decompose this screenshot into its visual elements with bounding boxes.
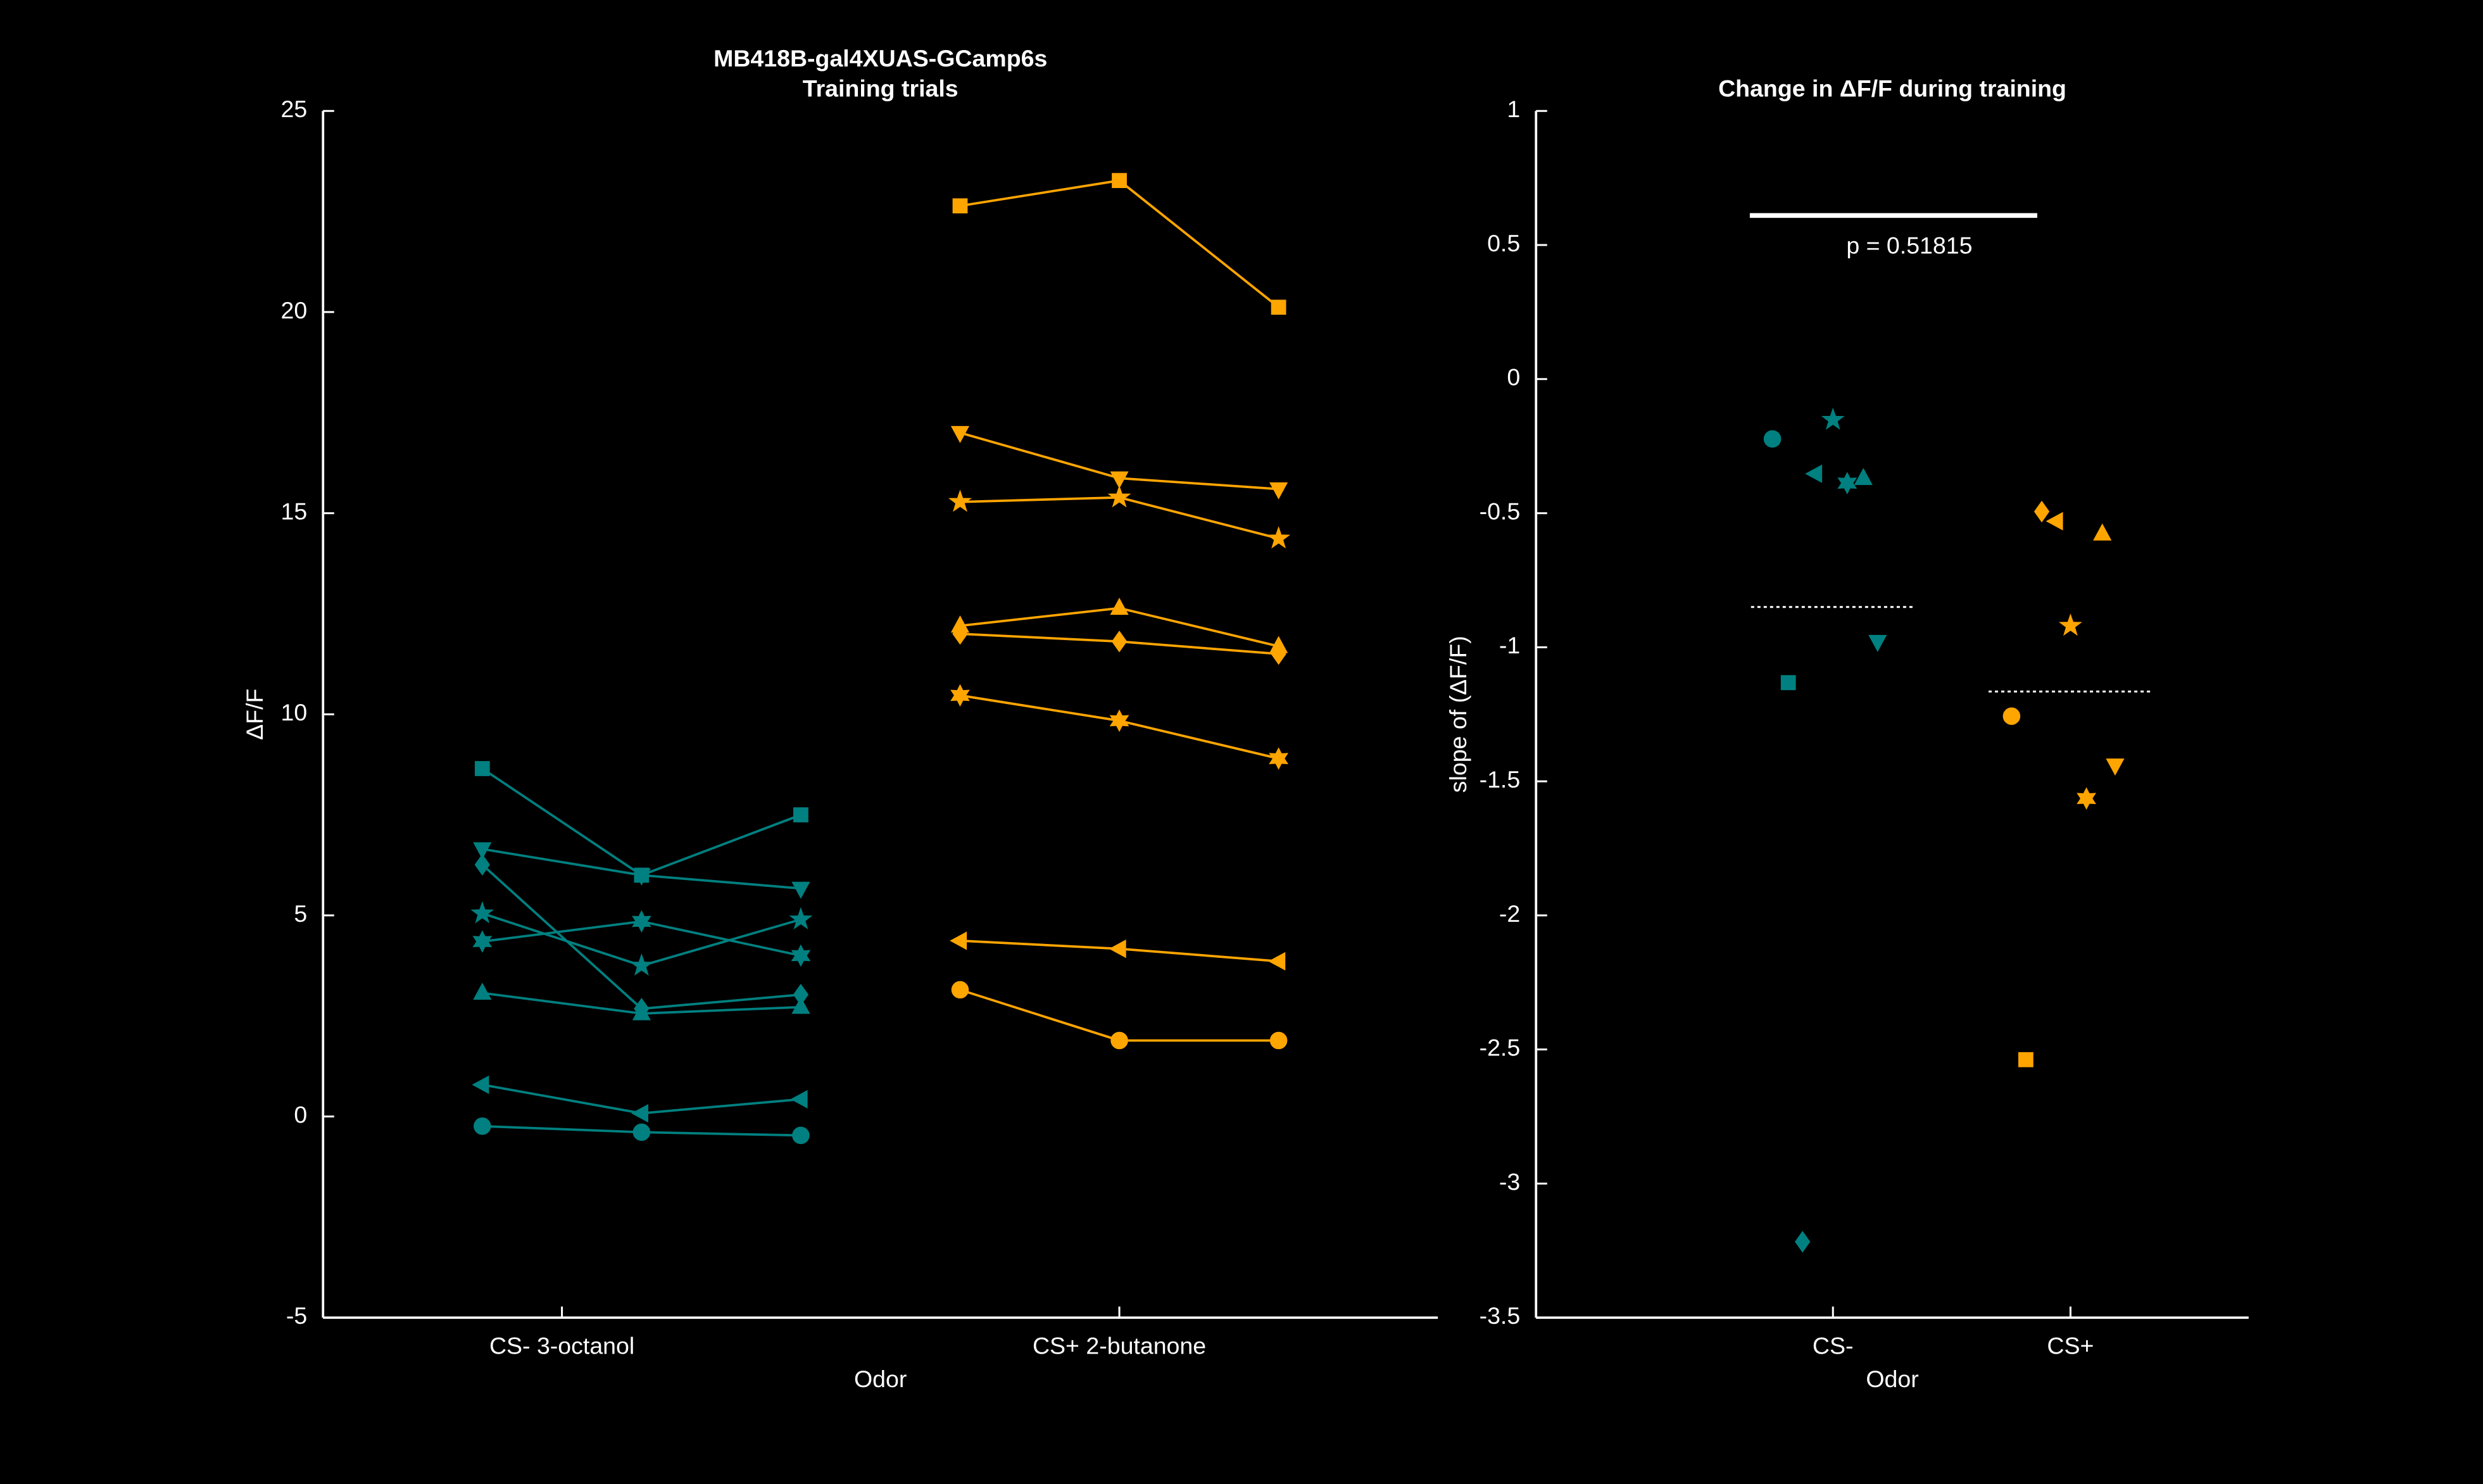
- chart-title: Change in ΔF/F during training: [1718, 75, 2066, 102]
- y-tick-label: -3.5: [1480, 1302, 1521, 1329]
- marker-triangle: [791, 881, 810, 899]
- marker-circle: [1763, 430, 1782, 448]
- marker-star: [789, 907, 813, 929]
- marker-triangle: [1268, 952, 1286, 971]
- marker-circle: [2002, 707, 2021, 725]
- y-axis-label: ΔF/F: [241, 689, 268, 740]
- y-tick-label: 5: [294, 900, 307, 927]
- marker-triangle: [632, 868, 651, 886]
- marker-square: [2018, 1052, 2034, 1067]
- x-tick-label: CS-: [1813, 1333, 1854, 1359]
- marker-star: [948, 489, 972, 512]
- marker-star: [2077, 787, 2096, 810]
- marker-diamond: [952, 622, 968, 645]
- chart-title: MB418B-gal4XUAS-GCamp6s: [713, 45, 1047, 72]
- y-tick-label: -0.5: [1480, 498, 1521, 524]
- x-axis-label: Odor: [854, 1366, 907, 1392]
- series-line: [481, 767, 801, 877]
- x-axis-label: Odor: [1866, 1366, 1918, 1392]
- marker-triangle: [2106, 758, 2125, 776]
- marker-triangle: [1269, 482, 1288, 500]
- marker-triangle: [791, 997, 810, 1014]
- x-tick-label: CS+ 2-butanone: [1033, 1333, 1206, 1359]
- x-tick-label: CS- 3-octanol: [489, 1333, 634, 1359]
- marker-square: [474, 761, 490, 776]
- marker-circle: [632, 1123, 651, 1141]
- y-tick-label: -2: [1499, 900, 1520, 927]
- marker-triangle: [1868, 634, 1887, 652]
- marker-square: [1112, 173, 1127, 189]
- y-tick-label: 0.5: [1487, 230, 1520, 256]
- series-line: [960, 496, 1279, 540]
- y-tick-label: 10: [281, 699, 308, 726]
- marker-square: [1780, 675, 1796, 691]
- marker-star: [1269, 747, 1288, 770]
- marker-triangle: [1110, 471, 1129, 489]
- marker-triangle: [472, 1075, 489, 1094]
- marker-star: [950, 684, 970, 707]
- marker-star: [470, 901, 494, 924]
- chart-subtitle: Training trials: [803, 75, 959, 102]
- marker-diamond: [474, 853, 490, 876]
- marker-triangle: [631, 1104, 649, 1123]
- series-line: [481, 864, 801, 1010]
- marker-star: [1267, 526, 1291, 549]
- y-tick-label: 0: [1507, 364, 1520, 391]
- series-line: [960, 179, 1279, 308]
- marker-triangle: [632, 1003, 651, 1021]
- marker-triangle: [950, 425, 970, 443]
- y-tick-label: 25: [281, 96, 308, 122]
- marker-circle: [474, 1117, 491, 1135]
- marker-triangle: [473, 842, 492, 860]
- marker-diamond: [1111, 631, 1128, 653]
- marker-triangle: [790, 1090, 808, 1109]
- marker-star: [1837, 472, 1858, 494]
- marker-diamond: [1271, 643, 1286, 665]
- marker-square: [793, 807, 808, 822]
- marker-circle: [1110, 1031, 1128, 1050]
- y-tick-label: 15: [281, 498, 308, 524]
- y-tick-label: -3: [1499, 1168, 1520, 1195]
- y-tick-label: 20: [281, 297, 308, 324]
- marker-square: [952, 198, 968, 214]
- marker-square: [1271, 299, 1286, 315]
- marker-triangle: [1805, 464, 1823, 483]
- y-axis-label: slope of (ΔF/F): [1445, 636, 1471, 793]
- marker-star: [2058, 613, 2082, 636]
- y-tick-label: -1: [1499, 632, 1520, 658]
- marker-circle: [1269, 1031, 1288, 1050]
- marker-circle: [951, 981, 969, 999]
- marker-diamond: [1795, 1231, 1811, 1253]
- y-tick-label: -2.5: [1480, 1034, 1521, 1061]
- marker-triangle: [1110, 598, 1129, 615]
- marker-triangle: [473, 983, 492, 1000]
- y-tick-label: -5: [286, 1302, 307, 1329]
- y-tick-label: -1.5: [1480, 766, 1521, 793]
- x-tick-label: CS+: [2047, 1333, 2094, 1359]
- marker-triangle: [1854, 468, 1873, 486]
- marker-triangle: [950, 931, 967, 950]
- significance-label: p = 0.51815: [1846, 232, 1972, 258]
- marker-star: [1821, 407, 1845, 430]
- marker-star: [472, 930, 493, 953]
- marker-diamond: [2034, 500, 2050, 523]
- marker-circle: [792, 1126, 810, 1145]
- marker-triangle: [2046, 512, 2063, 531]
- y-tick-label: 1: [1507, 96, 1520, 122]
- marker-star: [629, 953, 653, 976]
- marker-star: [632, 910, 651, 933]
- marker-star: [791, 944, 811, 967]
- marker-triangle: [2093, 523, 2112, 541]
- marker-triangle: [1109, 940, 1126, 959]
- marker-star: [1107, 485, 1131, 508]
- marker-star: [1109, 709, 1129, 733]
- y-tick-label: 0: [294, 1101, 307, 1128]
